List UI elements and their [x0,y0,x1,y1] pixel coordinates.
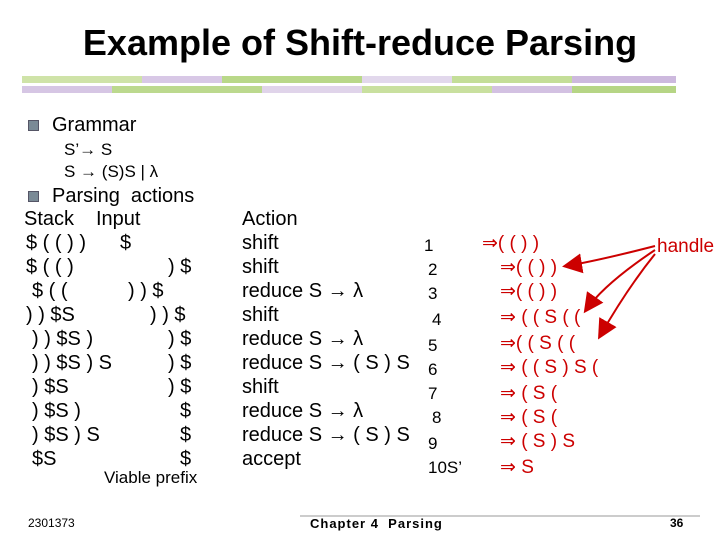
footer-course-code: 2301373 [28,516,75,530]
action-cell: shift [242,256,279,278]
step-number: 8 [432,408,442,427]
stack-cell: $ ( ( [32,280,68,302]
step-number: 5 [428,336,438,355]
header-input: Input [96,208,141,230]
input-cell: $ [180,400,192,422]
action-cell: reduce S → λ [242,400,364,422]
derivation-step: ⇒( ( S ( ( [500,333,576,354]
step-number: 7 [428,384,438,403]
step-number: 6 [428,360,438,379]
header-band-bottom [22,86,676,93]
action-cell: reduce S → ( S ) S [242,352,410,374]
viable-prefix-label: Viable prefix [104,468,198,487]
step-number: 4 [432,310,442,329]
stack-cell: $ ( ( ) ) [26,232,86,254]
bullet-icon [28,120,39,131]
step-number: 10S’ [428,458,463,477]
action-cell: reduce S → λ [242,328,364,350]
grammar-label: Grammar [52,114,137,136]
derivation-step: ⇒ S [500,457,534,478]
production-1: S’→ S [64,140,113,159]
footer-chapter: Chapter 4 Parsing [310,516,443,531]
stack-cell: ) $S [32,376,69,398]
input-cell: ) $ [168,352,192,374]
input-cell: ) ) $ [128,280,164,302]
stack-cell: ) $S ) S [32,424,100,446]
action-cell: accept [242,448,301,470]
header-stack: Stack [24,208,75,230]
step-number: 2 [428,260,438,279]
stack-cell: ) $S ) [32,400,81,422]
input-cell: $ [180,424,192,446]
derivation-step: ⇒ ( S ( [500,407,558,428]
stack-cell: $ ( ( ) [26,256,74,278]
header-action: Action [242,208,298,230]
input-cell: ) ) $ [150,304,186,326]
derivation-step: ⇒ ( ( S ) S ( [500,357,599,378]
step-number: 3 [428,284,438,303]
action-cell: reduce S → λ [242,280,364,302]
action-cell: shift [242,376,279,398]
stack-cell: ) ) $S ) S [32,352,113,374]
action-cell: shift [242,232,279,254]
header-band-top [22,76,676,83]
handle-arrow [562,245,656,274]
footer-page-number: 36 [670,516,684,530]
parsing-actions-label: Parsing actions [52,185,195,207]
action-cell: shift [242,304,279,326]
derivation-step: ⇒ ( ( S ( ( [500,307,581,328]
input-cell: ) $ [168,328,192,350]
production-2: S → (S)S | λ [64,162,159,181]
input-cell: $ [120,232,132,254]
derivation-step: ⇒ ( S ( [500,383,558,404]
slide-title: Example of Shift-reduce Parsing [82,22,638,63]
handle-label: handle [657,236,715,257]
handle-arrow [598,253,656,340]
stack-cell: $S [32,448,57,470]
derivation-step: ⇒( ( ) ) [500,257,558,278]
derivation-step: ⇒( ( ) ) [500,281,558,302]
handle-arrow [583,249,656,314]
derivation-step: ⇒( ( ) ) [482,233,540,254]
input-cell: ) $ [168,376,192,398]
action-cell: reduce S → ( S ) S [242,424,410,446]
derivation-step: ⇒ ( S ) S [500,431,576,452]
stack-cell: ) ) $S [26,304,75,326]
step-number: 9 [428,434,438,453]
bullet-icon [28,191,39,202]
step-number: 1 [424,236,434,255]
stack-cell: ) ) $S ) [32,328,94,350]
input-cell: $ [180,448,192,470]
input-cell: ) $ [168,256,192,278]
